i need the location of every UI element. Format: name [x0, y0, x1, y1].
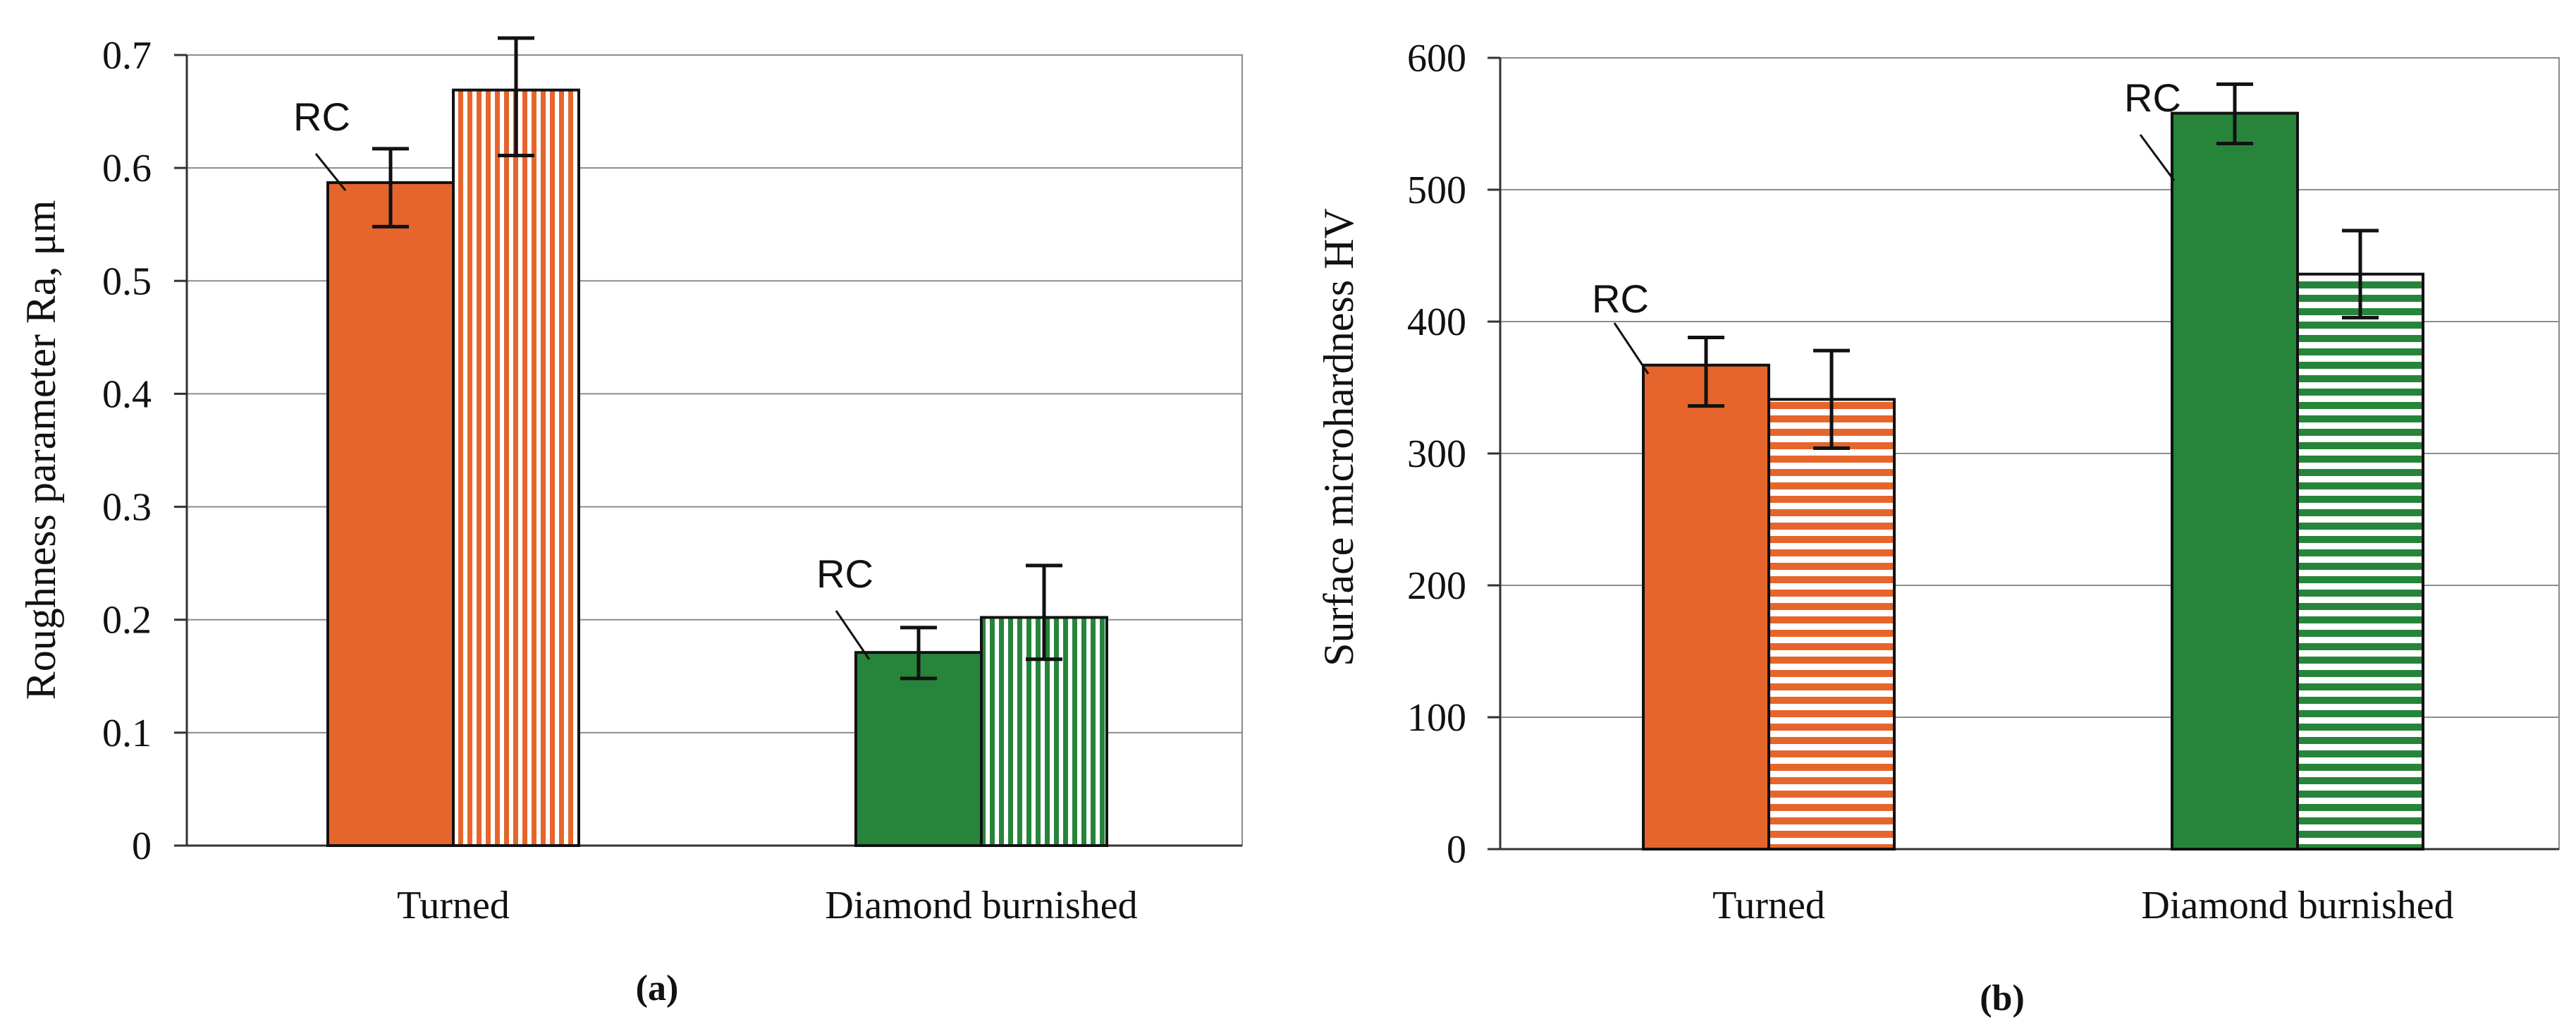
y-tick-label: 600 [1407, 37, 1466, 80]
rc-annotation: RC [1592, 276, 1649, 321]
y-tick-label: 500 [1407, 169, 1466, 212]
bar-turned-solid [1642, 363, 1770, 851]
y-tick-label: 0.2 [102, 599, 152, 642]
y-tick-label: 0.3 [102, 486, 152, 530]
bar-turned-solid [326, 181, 455, 847]
x-category-label: Turned [397, 884, 510, 927]
panel-label: (a) [636, 968, 679, 1008]
y-tick-label: 0.1 [102, 712, 152, 755]
y-axis-title: Surface microhardness HV [1315, 208, 1362, 666]
y-tick-label: 0.7 [102, 34, 152, 78]
rc-leader-line [835, 610, 871, 660]
y-tick-label: 300 [1407, 432, 1466, 476]
y-tick-label: 0.4 [102, 372, 152, 416]
y-tick-label: 0 [132, 824, 152, 868]
rc-annotation: RC [293, 95, 350, 139]
chart-roughness: 0 0.1 0.2 0.3 0.4 0.5 0.6 0.7 Roughness paramete… [18, 34, 1243, 1008]
x-category-label: Diamond burnished [825, 884, 1137, 927]
y-tick-label: 0 [1447, 828, 1466, 872]
bar-diamond-burnished-solid [854, 651, 983, 847]
y-tick-label: 0.6 [102, 147, 152, 190]
bar-diamond-burnished-solid [2171, 111, 2299, 851]
rc-annotation: RC [816, 551, 873, 596]
panel-label: (b) [1980, 978, 2025, 1018]
bar-turned-patterned [452, 88, 580, 847]
y-tick-label: 0.5 [102, 260, 152, 303]
y-tick-label: 200 [1407, 564, 1466, 608]
rc-annotation: RC [2124, 75, 2181, 120]
x-category-label: Turned [1712, 884, 1825, 927]
y-tick-label: 100 [1407, 696, 1466, 740]
bar-diamond-burnished-patterned [2296, 272, 2424, 851]
x-category-label: Diamond burnished [2141, 884, 2453, 927]
rc-leader-line [314, 153, 347, 191]
y-axis-title: Roughness parameter Ra, μm [18, 200, 64, 700]
chart-microhardness: 0 100 200 300 400 500 600 Surface microhardness… [1315, 37, 2560, 1018]
y-tick-label: 400 [1407, 300, 1466, 344]
rc-leader-line [2139, 134, 2176, 181]
bar-turned-patterned [1767, 398, 1896, 851]
rc-leader-line [1613, 322, 1650, 374]
